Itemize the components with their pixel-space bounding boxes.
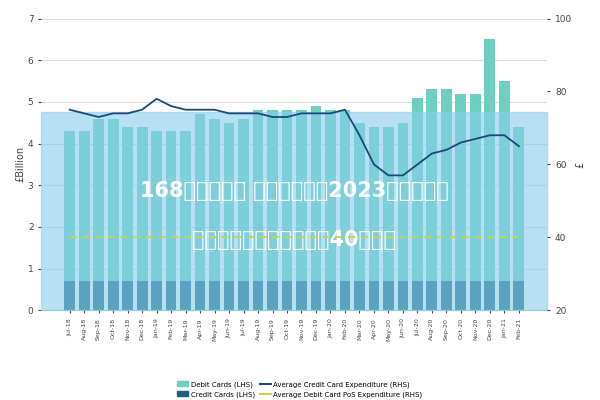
Bar	[368, 281, 379, 310]
Bar	[441, 89, 452, 310]
Bar	[122, 127, 133, 310]
Bar	[398, 281, 409, 310]
Y-axis label: £: £	[575, 161, 585, 168]
Bar	[412, 281, 423, 310]
Bar	[267, 110, 278, 310]
Bar	[499, 281, 510, 310]
Bar	[166, 131, 176, 310]
Bar	[180, 131, 191, 310]
Bar	[311, 106, 322, 310]
Bar	[455, 281, 466, 310]
Bar	[455, 94, 466, 310]
Bar	[296, 281, 307, 310]
Bar	[224, 123, 235, 310]
Bar	[427, 281, 437, 310]
Bar	[398, 123, 409, 310]
Bar	[107, 281, 119, 310]
Bar	[166, 281, 176, 310]
Bar	[151, 131, 162, 310]
Bar	[253, 281, 263, 310]
Bar	[238, 118, 249, 310]
Bar	[209, 118, 220, 310]
Text: 168股票配资网 住建部：截至2023年底我国城: 168股票配资网 住建部：截至2023年底我国城	[140, 181, 449, 201]
Bar	[267, 281, 278, 310]
Bar	[427, 89, 437, 310]
Bar	[484, 39, 496, 310]
Bar	[122, 281, 133, 310]
Bar	[311, 281, 322, 310]
Bar	[354, 123, 365, 310]
Bar	[238, 281, 249, 310]
Bar	[253, 110, 263, 310]
Bar	[281, 281, 292, 310]
Bar	[514, 281, 524, 310]
Bar	[79, 281, 89, 310]
Bar	[325, 281, 336, 310]
Bar	[325, 110, 336, 310]
Bar	[383, 127, 394, 310]
Bar	[151, 281, 162, 310]
Bar	[296, 110, 307, 310]
Bar	[383, 281, 394, 310]
Bar	[194, 114, 205, 310]
Bar	[281, 110, 292, 310]
Bar	[340, 110, 350, 310]
Bar	[354, 281, 365, 310]
Bar	[224, 281, 235, 310]
Legend: Debit Cards (LHS), Credit Cards (LHS), Average Credit Card Expenditure (RHS), Av: Debit Cards (LHS), Credit Cards (LHS), A…	[175, 378, 425, 400]
Bar	[79, 131, 89, 310]
Bar	[441, 281, 452, 310]
Bar	[107, 118, 119, 310]
Bar	[93, 118, 104, 310]
Bar	[412, 98, 423, 310]
Bar	[340, 281, 350, 310]
Bar	[514, 127, 524, 310]
Bar	[209, 281, 220, 310]
Bar	[499, 81, 510, 310]
Bar	[368, 127, 379, 310]
Bar	[470, 94, 481, 310]
Bar	[41, 112, 547, 310]
Bar	[64, 281, 75, 310]
Bar	[180, 281, 191, 310]
Bar	[93, 281, 104, 310]
Bar	[137, 281, 148, 310]
Y-axis label: £Billion: £Billion	[15, 146, 25, 182]
Bar	[470, 281, 481, 310]
Bar	[64, 131, 75, 310]
Bar	[484, 281, 496, 310]
Bar	[137, 127, 148, 310]
Bar	[194, 281, 205, 310]
Text: 镇人均住房建筑面积超过40平方米: 镇人均住房建筑面积超过40平方米	[192, 230, 396, 250]
